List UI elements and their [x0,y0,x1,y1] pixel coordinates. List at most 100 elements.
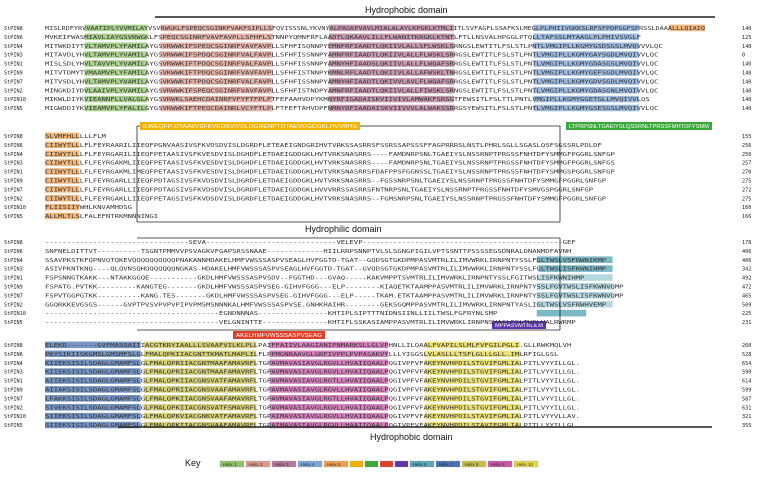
helix-highlight [536,256,613,263]
row-name: StPIN9 [4,388,23,394]
row-name: StPIN2 [4,88,23,94]
helix-highlight [328,104,455,112]
row-end-number: 614 [742,379,751,385]
row-name: StPIN10 [4,311,26,317]
key-label: Helix 1 [223,462,237,467]
row-end-number: 406 [742,249,751,255]
row-sequence: MISLRDFYRVVAATIPLYVVMILAYVSVRWGKLFSPEQCS… [45,26,705,32]
helix-highlight [144,395,257,402]
row-sequence: FSPATG.PVTKK---------KANGTEG-------GKDLH… [45,285,624,291]
key-swatch [323,460,349,468]
row-sequence: MITAVDLYHVLTAMVPLYVAMILAYGSVRWWKIFSPDQCS… [45,53,658,59]
row-end-number: 355 [742,423,751,429]
helix-highlight [45,159,80,166]
key-swatch [364,460,379,468]
row-name: StPIN5 [4,320,23,326]
row-sequence: CIIWYTLLLFLFEYRGAKLLIIEQFPETAGSIVSFKVDSD… [45,196,606,202]
key-label: Helix 5 [327,462,341,467]
helix-highlight [269,395,389,402]
row-name: StPIN6 [4,249,23,255]
motif-yellow-label: ILWEQFP-DTAAIIVSFKVEDSVIYDLDGRENPTDTAEVD… [143,124,358,130]
helix-highlight [536,300,613,308]
row-name: StPIN6 [4,35,23,41]
row-end-number: 631 [742,405,751,411]
helix-highlight [328,78,455,85]
row-end-number: 0 [742,53,745,59]
row-name: StPIN9 [4,71,23,77]
row-sequence: MITVSDLYHVLTAMVPLYVAMILAYGSVKWWKIFTPDQCS… [45,79,658,85]
row-sequence: GGQRKKEVGSGS------GVPTPVSVPVPVPIPVPMSMSN… [45,302,606,308]
motif-red-box [233,331,325,339]
helix-highlight [45,395,141,402]
row-sequence: AIIAKSISILSDAGLGMAMFSLGLFMALQPRIIACGNSVA… [45,388,580,394]
row-name: StPIN1 [4,170,23,176]
key-label: Helix 9 [491,462,505,467]
helix-highlight [533,33,639,41]
row-name: StPIN3 [4,161,23,167]
helix-highlight [160,95,273,103]
row-sequence: FSPSNNGTKAKK---NTAKKGGQE-----------GKDLH… [45,276,584,282]
motif-purple-label: MPPASVMTRLILM [495,323,543,329]
middle-domain-label: Hydrophilic domain [305,224,382,234]
key-title: Key [185,458,201,468]
helix-highlight [160,24,273,32]
helix-highlight [533,51,639,58]
row-end-number: 140 [742,44,751,50]
helix-highlight [84,60,148,67]
row-end-number: 492 [742,276,751,282]
sequence-alignment: StPIN8 MISLRDFYRVVAATIPLYVVMILAYVSVRWGKLF… [4,26,751,429]
motif-red-label: AKELHMFVWSSSASPVSEAG [236,333,322,339]
row-sequence: CIIWYTLLLFLFEYRGAKMLIIEQFPETAASIVSFKVESD… [45,161,615,167]
helix-highlight [533,60,639,67]
row-name: StPIN4 [4,361,23,367]
row-end-number: 256 [742,152,751,158]
helix-highlight [45,212,80,220]
row-sequence: ----------------------------------------… [45,311,497,317]
helix-highlight [144,386,257,393]
helix-highlight [328,60,455,67]
helix-highlight [84,51,148,58]
row-sequence: SSAVPKSTKFQPNVQTQKEVQQQQQQQQQQPNAKANNHDA… [45,258,606,264]
row-end-number: 155 [742,134,751,140]
row-end-number: 599 [742,388,751,394]
row-name: StPIN7 [4,396,23,402]
helix-highlight [424,386,521,393]
motif-yellow-box [140,122,360,130]
helix-highlight [269,403,389,411]
row-name: StPIN9 [4,285,23,291]
row-name: StPIN8 [4,134,23,140]
row-end-number: 465 [742,293,751,299]
row-sequence: CIIWYTLLLFLFEYRGARILIIEQFPETAASIVSFKVESD… [45,152,615,158]
key-label: Helix 7 [439,462,453,467]
key-label: Helix 10 [517,462,534,467]
row-name: StPIN8 [4,26,23,32]
helix-highlight [160,33,273,41]
key-swatch [219,460,245,468]
row-name: StPIN3 [4,370,23,376]
row-end-number: 140 [742,106,751,112]
helix-highlight [533,104,639,112]
helix-highlight [269,421,389,429]
helix-highlight [84,33,148,41]
helix-highlight [328,69,455,76]
key-label: Helix 4 [301,462,315,467]
key-swatch [245,460,271,468]
helix-highlight [424,368,521,375]
helix-highlight [160,104,273,112]
row-name: StPIN10 [4,97,26,103]
helix-highlight [144,341,257,349]
helix-highlight [160,42,273,49]
key-swatch [271,460,297,468]
row-end-number: 590 [742,370,751,376]
key-swatch [435,460,461,468]
row-sequence: CIIWYTLLLFLFEYRGARLLIIEQFPDTAGSIVSFKVDSD… [45,179,606,185]
motif-green: LTPRPSNLTGAEIYSLQSSRNLTPRSSFMHTDFYSMM [566,122,712,130]
row-end-number: 160 [742,205,751,211]
key-swatch [297,460,323,468]
helix-highlight [144,350,257,358]
helix-highlight [424,421,521,429]
row-sequence: SIIEKSISILSDAGLGMAMFSLGLFMALQPKVIACGNKVA… [45,414,580,420]
helix-highlight [533,78,639,85]
key-swatch [409,460,435,468]
helix-highlight [269,350,389,358]
